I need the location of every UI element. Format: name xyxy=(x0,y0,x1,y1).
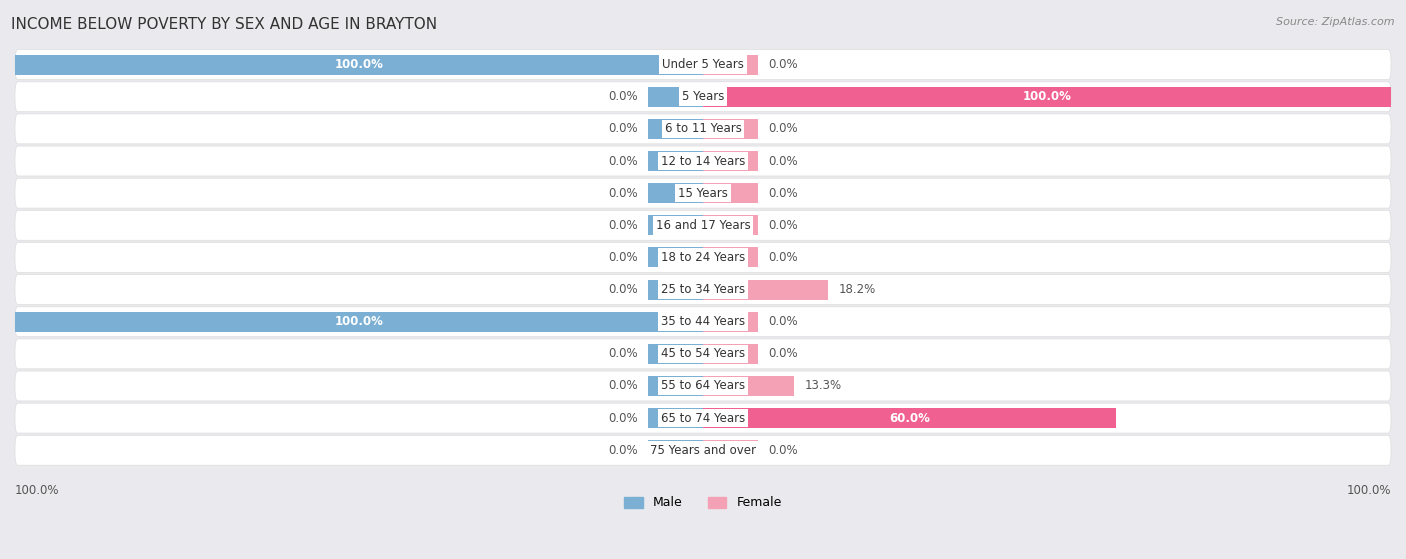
Bar xyxy=(648,280,703,300)
Text: 18.2%: 18.2% xyxy=(838,283,876,296)
Text: 16 and 17 Years: 16 and 17 Years xyxy=(655,219,751,232)
FancyBboxPatch shape xyxy=(15,178,1391,208)
Text: INCOME BELOW POVERTY BY SEX AND AGE IN BRAYTON: INCOME BELOW POVERTY BY SEX AND AGE IN B… xyxy=(11,17,437,32)
Text: 0.0%: 0.0% xyxy=(607,219,638,232)
FancyBboxPatch shape xyxy=(15,435,1391,465)
Bar xyxy=(648,248,703,267)
Text: 0.0%: 0.0% xyxy=(607,411,638,425)
Text: 12 to 14 Years: 12 to 14 Years xyxy=(661,154,745,168)
Bar xyxy=(648,376,703,396)
Text: 0.0%: 0.0% xyxy=(768,219,799,232)
Bar xyxy=(703,440,758,460)
Bar xyxy=(703,215,758,235)
Text: 0.0%: 0.0% xyxy=(607,187,638,200)
FancyBboxPatch shape xyxy=(15,146,1391,176)
Text: 0.0%: 0.0% xyxy=(768,315,799,328)
Text: 0.0%: 0.0% xyxy=(607,154,638,168)
Text: 5 Years: 5 Years xyxy=(682,90,724,103)
Text: 0.0%: 0.0% xyxy=(768,444,799,457)
Text: 0.0%: 0.0% xyxy=(607,444,638,457)
Text: 100.0%: 100.0% xyxy=(1022,90,1071,103)
Text: Source: ZipAtlas.com: Source: ZipAtlas.com xyxy=(1277,17,1395,27)
Text: 75 Years and over: 75 Years and over xyxy=(650,444,756,457)
FancyBboxPatch shape xyxy=(15,114,1391,144)
Bar xyxy=(703,408,1116,428)
Bar xyxy=(648,440,703,460)
FancyBboxPatch shape xyxy=(15,274,1391,305)
FancyBboxPatch shape xyxy=(15,339,1391,369)
Bar xyxy=(703,55,758,74)
Bar xyxy=(703,312,758,331)
Bar xyxy=(703,280,828,300)
FancyBboxPatch shape xyxy=(15,82,1391,112)
Bar xyxy=(15,312,703,331)
Bar xyxy=(648,119,703,139)
Bar xyxy=(703,119,758,139)
Text: 0.0%: 0.0% xyxy=(607,90,638,103)
Bar xyxy=(648,183,703,203)
Text: 0.0%: 0.0% xyxy=(768,122,799,135)
Bar xyxy=(648,215,703,235)
Bar xyxy=(648,344,703,364)
Bar xyxy=(703,248,758,267)
Text: 100.0%: 100.0% xyxy=(335,58,384,71)
Text: 0.0%: 0.0% xyxy=(768,58,799,71)
FancyBboxPatch shape xyxy=(15,243,1391,272)
Bar xyxy=(648,151,703,171)
Text: 0.0%: 0.0% xyxy=(607,380,638,392)
Bar xyxy=(703,376,794,396)
Text: 0.0%: 0.0% xyxy=(607,283,638,296)
Legend: Male, Female: Male, Female xyxy=(619,491,787,514)
FancyBboxPatch shape xyxy=(15,210,1391,240)
Bar xyxy=(703,151,758,171)
Text: 0.0%: 0.0% xyxy=(768,347,799,361)
FancyBboxPatch shape xyxy=(15,403,1391,433)
Bar xyxy=(15,55,703,74)
Text: 13.3%: 13.3% xyxy=(804,380,842,392)
Text: 100.0%: 100.0% xyxy=(15,484,59,497)
Bar xyxy=(648,87,703,107)
Text: 0.0%: 0.0% xyxy=(607,347,638,361)
FancyBboxPatch shape xyxy=(15,307,1391,337)
Text: 6 to 11 Years: 6 to 11 Years xyxy=(665,122,741,135)
Bar xyxy=(703,183,758,203)
Text: 0.0%: 0.0% xyxy=(607,251,638,264)
FancyBboxPatch shape xyxy=(15,371,1391,401)
Text: 0.0%: 0.0% xyxy=(768,154,799,168)
Text: 65 to 74 Years: 65 to 74 Years xyxy=(661,411,745,425)
Text: 100.0%: 100.0% xyxy=(335,315,384,328)
Bar xyxy=(703,344,758,364)
Bar xyxy=(648,408,703,428)
Text: 25 to 34 Years: 25 to 34 Years xyxy=(661,283,745,296)
Text: 55 to 64 Years: 55 to 64 Years xyxy=(661,380,745,392)
Text: 0.0%: 0.0% xyxy=(607,122,638,135)
Text: 15 Years: 15 Years xyxy=(678,187,728,200)
Text: 18 to 24 Years: 18 to 24 Years xyxy=(661,251,745,264)
Text: 100.0%: 100.0% xyxy=(1347,484,1391,497)
Text: 35 to 44 Years: 35 to 44 Years xyxy=(661,315,745,328)
Text: Under 5 Years: Under 5 Years xyxy=(662,58,744,71)
Text: 0.0%: 0.0% xyxy=(768,251,799,264)
Text: 45 to 54 Years: 45 to 54 Years xyxy=(661,347,745,361)
Bar xyxy=(703,87,1391,107)
FancyBboxPatch shape xyxy=(15,50,1391,79)
Text: 0.0%: 0.0% xyxy=(768,187,799,200)
Text: 60.0%: 60.0% xyxy=(889,411,929,425)
